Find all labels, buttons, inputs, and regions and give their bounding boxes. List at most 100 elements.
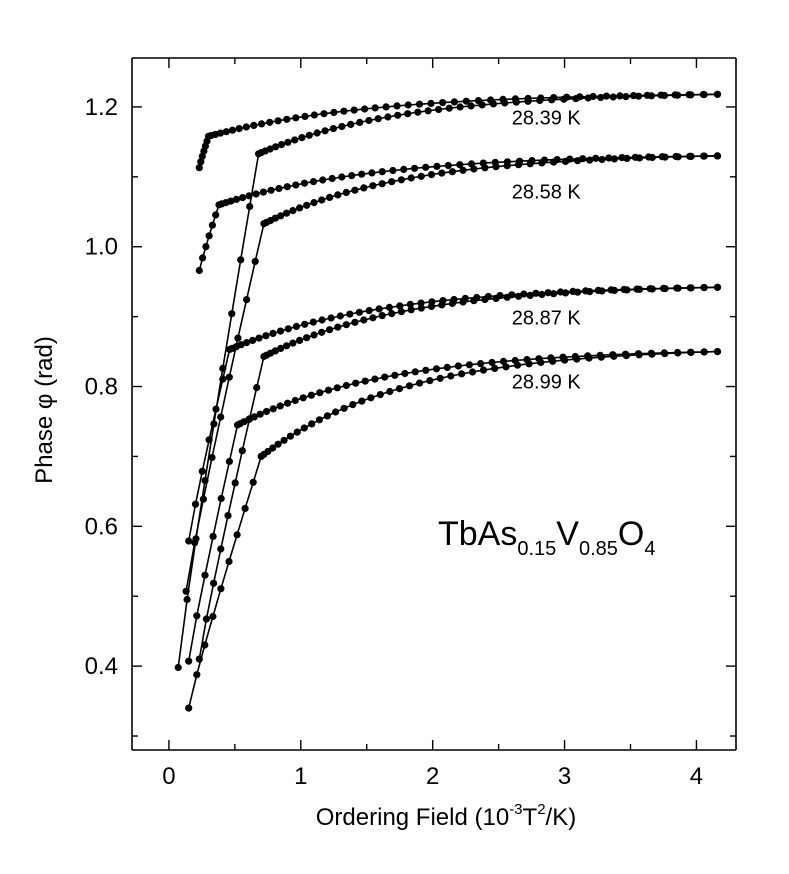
data-point	[435, 105, 443, 114]
data-point	[266, 118, 274, 126]
data-point	[239, 194, 247, 202]
data-point	[350, 106, 358, 114]
data-point	[269, 405, 277, 413]
data-point	[205, 436, 213, 444]
data-point	[277, 141, 286, 149]
data-point	[660, 91, 669, 100]
data-point	[598, 155, 606, 164]
data-point	[201, 571, 209, 579]
y-tick-label: 0.8	[85, 374, 118, 401]
data-point	[426, 377, 434, 385]
data-point	[386, 387, 394, 396]
data-point	[436, 374, 444, 382]
data-point	[481, 164, 489, 172]
data-point	[258, 120, 266, 128]
data-point	[338, 173, 346, 181]
data-point	[324, 386, 333, 394]
data-point	[687, 284, 695, 292]
x-tick-label: 3	[558, 763, 571, 790]
data-point	[470, 297, 478, 305]
data-point	[713, 152, 722, 160]
data-point	[289, 207, 297, 215]
data-point	[597, 93, 605, 102]
data-point	[318, 328, 326, 336]
compound-annotation-sub2: 0.85	[579, 538, 618, 560]
data-point	[375, 305, 383, 313]
data-point	[574, 157, 582, 165]
data-point	[478, 101, 486, 109]
data-point	[296, 204, 304, 212]
data-point	[491, 364, 499, 372]
data-point	[205, 232, 213, 240]
data-point	[550, 290, 558, 298]
data-point	[515, 292, 523, 300]
compound-annotation-main: TbAs	[438, 515, 517, 553]
data-point	[237, 341, 245, 349]
data-point	[444, 161, 452, 170]
data-point	[404, 101, 412, 109]
y-axis-title: Phase φ (rad)	[31, 336, 58, 484]
data-point	[610, 286, 619, 294]
data-point	[262, 407, 271, 416]
data-point	[316, 389, 324, 397]
data-point	[459, 298, 467, 306]
y-tick-label: 1.0	[85, 234, 118, 261]
data-point	[448, 299, 456, 307]
data-point	[456, 161, 464, 169]
data-point	[329, 125, 337, 133]
data-point	[432, 365, 441, 373]
data-point	[526, 160, 534, 168]
data-point	[193, 612, 201, 620]
x-axis-title: Ordering Field (10-3T2/K)	[316, 801, 576, 831]
data-point	[271, 214, 279, 222]
data-point	[406, 300, 414, 308]
data-point	[450, 98, 458, 106]
data-point	[293, 428, 301, 436]
data-point	[174, 663, 182, 672]
data-point	[597, 353, 605, 361]
data-point	[445, 104, 453, 112]
data-point	[308, 420, 316, 428]
x-tick-label: 4	[690, 763, 703, 790]
data-point	[299, 394, 307, 402]
data-point	[492, 294, 500, 302]
data-point	[584, 94, 592, 102]
data-point	[277, 344, 285, 352]
data-point	[623, 154, 631, 162]
data-point	[327, 314, 335, 322]
data-point	[195, 164, 203, 172]
data-point	[351, 318, 359, 326]
data-point	[459, 166, 467, 174]
data-point	[561, 356, 569, 364]
data-point	[225, 373, 233, 381]
data-point	[340, 107, 348, 115]
data-point	[414, 108, 422, 116]
data-point	[271, 347, 279, 355]
data-point	[347, 120, 355, 128]
data-point	[394, 111, 402, 119]
data-point	[185, 657, 193, 665]
data-point	[315, 416, 323, 424]
data-point	[407, 306, 415, 314]
data-point	[319, 176, 327, 184]
series-label: 28.87 K	[512, 307, 582, 329]
data-point	[231, 479, 239, 487]
x-axis-title-main: Ordering Field (10	[316, 804, 509, 831]
data-point	[182, 587, 190, 595]
data-point	[384, 113, 392, 121]
data-point	[292, 181, 300, 189]
data-point	[524, 97, 532, 105]
data-point	[687, 91, 695, 99]
data-point	[216, 129, 225, 137]
data-point	[635, 285, 644, 293]
data-point	[209, 612, 217, 621]
data-point	[228, 310, 236, 318]
data-point	[246, 202, 254, 211]
data-point	[284, 325, 292, 333]
data-point	[283, 183, 291, 191]
data-point	[424, 107, 432, 115]
data-point	[191, 539, 199, 547]
data-point	[183, 595, 191, 604]
data-point	[448, 168, 456, 176]
